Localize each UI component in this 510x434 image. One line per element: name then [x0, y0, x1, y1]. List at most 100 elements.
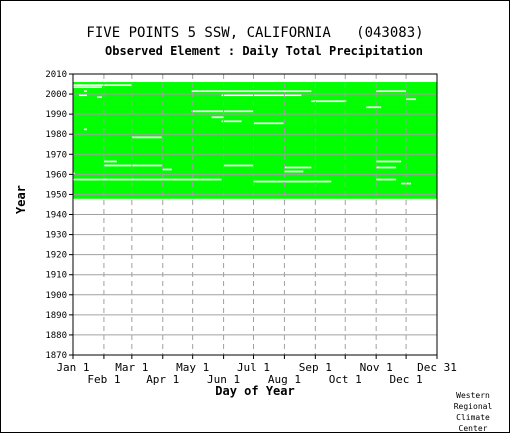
data-coverage-bar	[73, 174, 437, 177]
data-gap	[376, 178, 397, 181]
x-tick-label: Apr 1	[146, 373, 179, 386]
data-gap	[406, 98, 417, 101]
data-gap	[73, 86, 102, 89]
credit-line: Western	[456, 391, 490, 400]
data-gap	[253, 180, 332, 183]
y-tick-label: 1880	[45, 331, 67, 341]
data-coverage-bar	[73, 104, 437, 107]
data-gap	[78, 94, 87, 97]
y-tick-label: 1990	[45, 110, 67, 120]
credit-line: Climate	[456, 413, 490, 422]
y-tick-label: 1930	[45, 231, 67, 241]
data-gap	[83, 90, 87, 93]
data-gap	[73, 84, 132, 87]
data-gap	[221, 120, 242, 123]
data-coverage-bar	[73, 152, 437, 155]
data-coverage-bar	[73, 162, 437, 165]
data-coverage-bar	[73, 132, 437, 135]
data-coverage-bar	[73, 142, 437, 145]
data-gap	[223, 164, 254, 167]
data-coverage-bar	[73, 148, 437, 151]
x-tick-label: Jun 1	[207, 373, 240, 386]
y-tick-label: 1920	[45, 251, 67, 261]
data-coverage-bar	[73, 182, 437, 185]
y-tick-label: 1900	[45, 291, 67, 301]
x-tick-label: Jan 1	[56, 361, 89, 374]
credit-text: Western Regional Climate Center	[448, 390, 498, 434]
data-coverage-bar	[73, 172, 437, 175]
data-gap	[191, 110, 254, 113]
data-coverage-bar	[73, 168, 437, 171]
data-coverage-bar	[73, 134, 437, 137]
data-gap	[376, 166, 397, 169]
y-tick-label: 1970	[45, 150, 67, 160]
x-tick-label: Dec 31	[417, 361, 457, 374]
data-coverage-bar	[73, 82, 437, 85]
grid-layer	[73, 73, 437, 355]
y-tick-label: 1940	[45, 211, 67, 221]
credit-line: Center	[458, 424, 488, 433]
credit-line: Regional	[453, 402, 493, 411]
data-coverage-bar	[73, 186, 437, 189]
data-coverage-bar	[73, 106, 437, 109]
data-coverage-bar	[73, 176, 437, 179]
data-gap	[162, 168, 172, 171]
y-tick-label: 2000	[45, 90, 67, 100]
data-coverage-bar	[73, 192, 437, 195]
data-coverage-bar	[73, 96, 437, 99]
y-tick-label: 1950	[45, 190, 67, 200]
x-tick-label: Sep 1	[299, 361, 332, 374]
x-tick-label: Aug 1	[268, 373, 301, 386]
x-tick-label: Mar 1	[115, 361, 148, 374]
data-coverage-bar	[73, 116, 437, 119]
data-coverage-bar	[73, 124, 437, 127]
y-tick-label: 1980	[45, 130, 67, 140]
y-tick-label: 2010	[45, 70, 67, 80]
data-coverage-bar	[73, 102, 437, 105]
data-coverage-bar	[73, 138, 437, 141]
data-coverage-bar	[73, 146, 437, 149]
data-coverage-bar	[73, 154, 437, 157]
data-coverage-bar	[73, 190, 437, 193]
data-gap	[311, 100, 347, 103]
data-gap	[103, 160, 117, 163]
data-coverage-bar	[73, 92, 437, 95]
data-coverage-bar	[73, 164, 437, 167]
data-gap	[253, 122, 284, 125]
data-gap	[103, 164, 162, 167]
data-coverage-bar	[73, 108, 437, 111]
data-coverage-bar	[73, 160, 437, 163]
data-coverage-bar	[73, 170, 437, 173]
data-gap	[131, 136, 162, 139]
data-gap	[284, 170, 304, 173]
data-coverage-bar	[73, 100, 437, 103]
data-coverage-bar	[73, 184, 437, 187]
x-tick-label: Jul 1	[237, 361, 270, 374]
data-gap	[211, 116, 224, 119]
data-coverage-bar	[73, 178, 437, 181]
data-gap	[73, 172, 75, 175]
x-axis-label: Day of Year	[215, 384, 295, 398]
data-coverage-bar	[73, 86, 437, 89]
data-coverage-bar	[73, 140, 437, 143]
x-tick-label: Nov 1	[360, 361, 393, 374]
x-tick-label: Feb 1	[87, 373, 120, 386]
y-tick-label: 1870	[45, 351, 67, 361]
chart-title: FIVE POINTS 5 SSW, CALIFORNIA (043083)	[86, 25, 424, 41]
x-tick-label: May 1	[176, 361, 209, 374]
data-gap	[73, 178, 222, 181]
data-coverage-bar	[73, 118, 437, 121]
data-layer	[73, 82, 437, 199]
data-coverage-bar	[73, 120, 437, 123]
data-coverage-bar	[73, 98, 437, 101]
axes-layer: 1870 1880 1890 1900 1910 1920 1930 1940 1950 1960…	[45, 70, 457, 386]
x-tick-label: Dec 1	[390, 373, 423, 386]
data-coverage-bar	[73, 196, 437, 199]
data-gap	[376, 160, 402, 163]
data-coverage-bar	[73, 128, 437, 131]
data-coverage-bar	[73, 194, 437, 197]
data-coverage-bar	[73, 156, 437, 159]
x-tick-label: Oct 1	[329, 373, 362, 386]
y-tick-label: 1890	[45, 311, 67, 321]
